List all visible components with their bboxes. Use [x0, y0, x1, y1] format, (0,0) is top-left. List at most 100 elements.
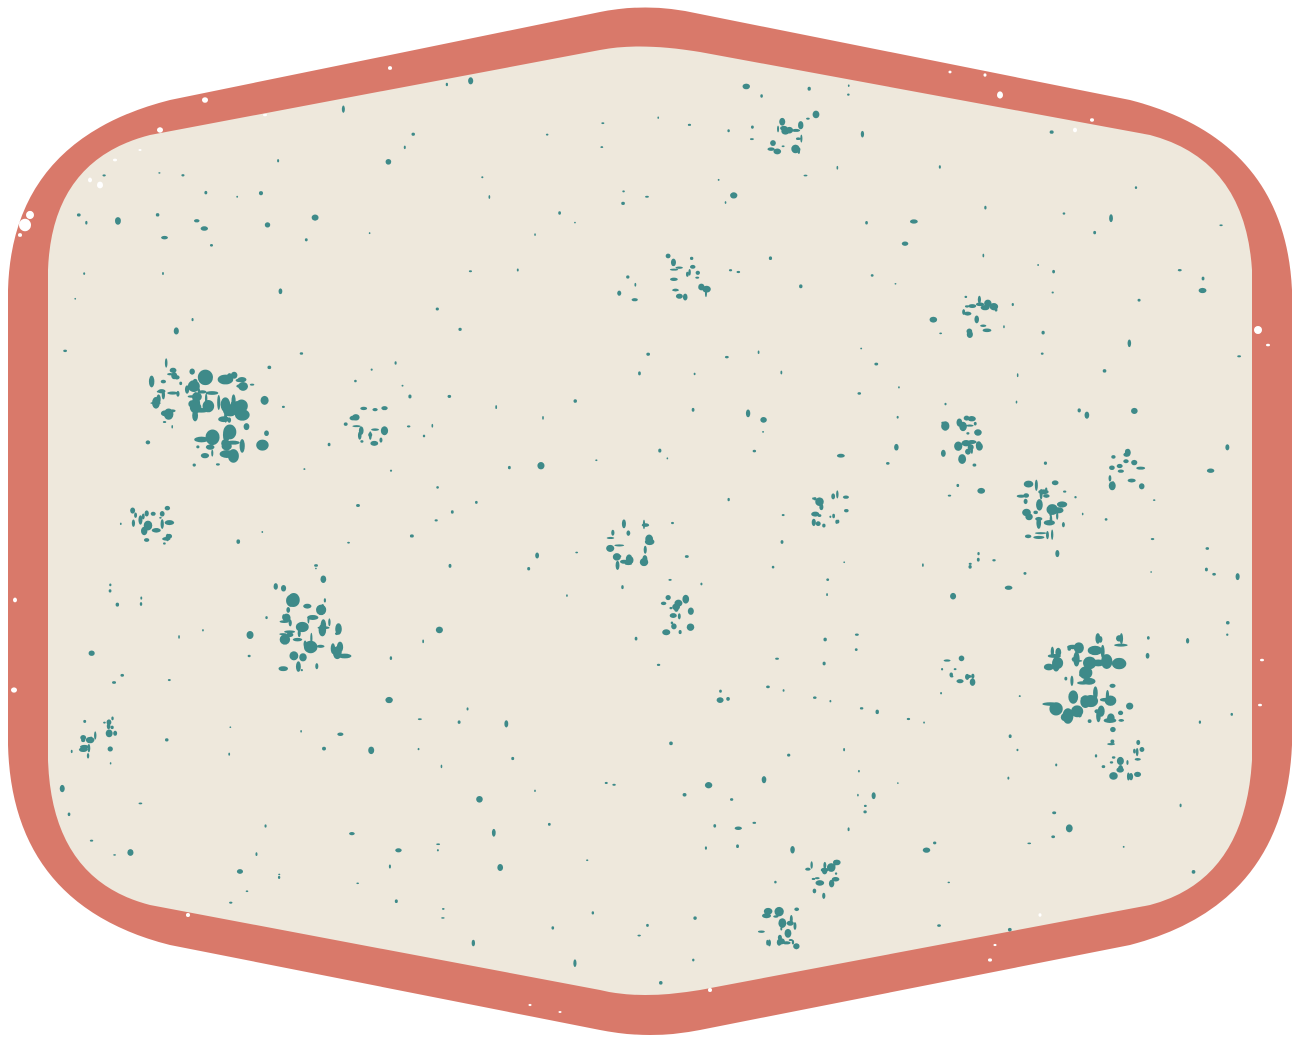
- speckle-dot: [1108, 481, 1116, 491]
- speckle-dot: [245, 890, 249, 893]
- speckle-dot: [894, 443, 899, 451]
- speckle-dot: [1198, 720, 1202, 724]
- speckle-dot: [215, 463, 220, 466]
- speckle-dot: [724, 355, 729, 359]
- speckle-dot: [836, 453, 845, 458]
- speckle-dot: [236, 195, 239, 198]
- speckle-dot: [791, 128, 801, 132]
- speckle-dot: [197, 387, 201, 394]
- speckle-dot: [704, 289, 707, 298]
- speckle-dot: [980, 305, 990, 311]
- speckle-dot: [164, 358, 168, 368]
- speckle-dot: [1061, 522, 1065, 528]
- speckle-dot: [83, 719, 87, 723]
- speckle-dot: [777, 934, 782, 941]
- speckle-dot: [1109, 761, 1114, 764]
- speckle-dot: [682, 594, 690, 604]
- speckle-dot: [689, 256, 694, 260]
- speckle-dot: [943, 659, 951, 662]
- speckle-dot: [1111, 756, 1116, 759]
- speckle-dot: [1107, 713, 1115, 723]
- speckle-dot: [113, 854, 117, 856]
- speckle-dot: [1046, 504, 1059, 515]
- speckle-dot: [286, 606, 291, 613]
- speckle-dot: [85, 220, 88, 225]
- speckle-dot: [349, 831, 355, 836]
- speckle-dot: [255, 852, 258, 857]
- speckle-dot: [261, 531, 264, 533]
- speckle-dot: [698, 283, 705, 291]
- speckle-dot: [495, 405, 498, 410]
- speckle-dot: [789, 915, 793, 924]
- speckle-dot: [854, 633, 859, 636]
- speckle-dot: [217, 374, 234, 385]
- speckle-dot: [1138, 483, 1145, 490]
- speckle-dot: [826, 863, 836, 872]
- speckle-dot: [614, 544, 625, 547]
- speckle-dot: [1008, 734, 1012, 739]
- speckle-dot: [969, 678, 976, 686]
- speckle-dot: [222, 404, 238, 417]
- speckle-dot: [441, 907, 445, 910]
- speckle-dot: [371, 428, 379, 431]
- speckle-dot: [1198, 287, 1207, 294]
- speckle-dot: [411, 132, 415, 136]
- speckle-dot: [799, 284, 803, 289]
- speckle-dot: [1065, 824, 1073, 833]
- speckle-dot: [1049, 130, 1054, 134]
- speckle-dot: [317, 626, 330, 630]
- speckle-dot: [1127, 478, 1136, 483]
- speckle-dot: [1101, 765, 1106, 769]
- speckle-dot: [295, 661, 301, 672]
- speckle-dot: [933, 841, 937, 845]
- speckle-dot: [784, 928, 792, 938]
- speckle-dot: [229, 726, 232, 729]
- speckle-dot: [545, 133, 549, 136]
- speckle-dot: [394, 361, 397, 365]
- speckle-dot: [194, 436, 209, 443]
- speckle-dot: [727, 129, 730, 133]
- speckle-dot: [150, 511, 156, 516]
- speckle-dot: [109, 762, 112, 765]
- speckle-dot: [205, 429, 220, 446]
- speckle-dot: [807, 86, 811, 91]
- speckle-dot: [159, 516, 162, 519]
- speckle-dot: [131, 519, 136, 527]
- speckle-dot: [646, 352, 650, 356]
- speckle-dot: [634, 636, 638, 641]
- speckle-dot: [1223, 90, 1231, 97]
- speckle-dot: [235, 399, 248, 413]
- speckle-dot: [842, 495, 849, 499]
- speckle-dot: [1023, 498, 1028, 505]
- speckle-dot: [1077, 956, 1082, 959]
- speckle-dot: [964, 305, 970, 308]
- speckle-dot: [1204, 567, 1208, 572]
- speckle-dot: [140, 596, 143, 600]
- speckle-dot: [114, 217, 121, 225]
- speckle-dot: [1070, 675, 1074, 687]
- speckle-dot: [1191, 869, 1196, 874]
- distress-mark: [263, 113, 267, 117]
- speckle-dot: [247, 654, 251, 658]
- speckle-dot: [573, 399, 577, 403]
- speckle-dot: [1007, 776, 1010, 780]
- speckle-dot: [658, 448, 662, 453]
- speckle-dot: [1015, 400, 1018, 404]
- speckle-dot: [1011, 303, 1014, 307]
- speckle-dot: [898, 386, 900, 389]
- speckle-dot: [962, 309, 966, 315]
- speckle-dot: [1052, 811, 1057, 815]
- speckle-dot: [974, 429, 982, 436]
- speckle-dot: [1056, 511, 1059, 520]
- speckle-dot: [874, 362, 879, 366]
- speckle-dot: [967, 416, 976, 422]
- speckle-dot: [716, 697, 724, 703]
- speckle-dot: [963, 311, 972, 316]
- speckle-dot: [203, 375, 207, 378]
- distress-mark: [13, 597, 17, 603]
- speckle-dot: [1056, 501, 1068, 508]
- speckle-dot: [859, 707, 864, 710]
- speckle-dot: [622, 190, 625, 193]
- speckle-dot: [316, 604, 327, 616]
- speckle-dot: [1131, 407, 1138, 415]
